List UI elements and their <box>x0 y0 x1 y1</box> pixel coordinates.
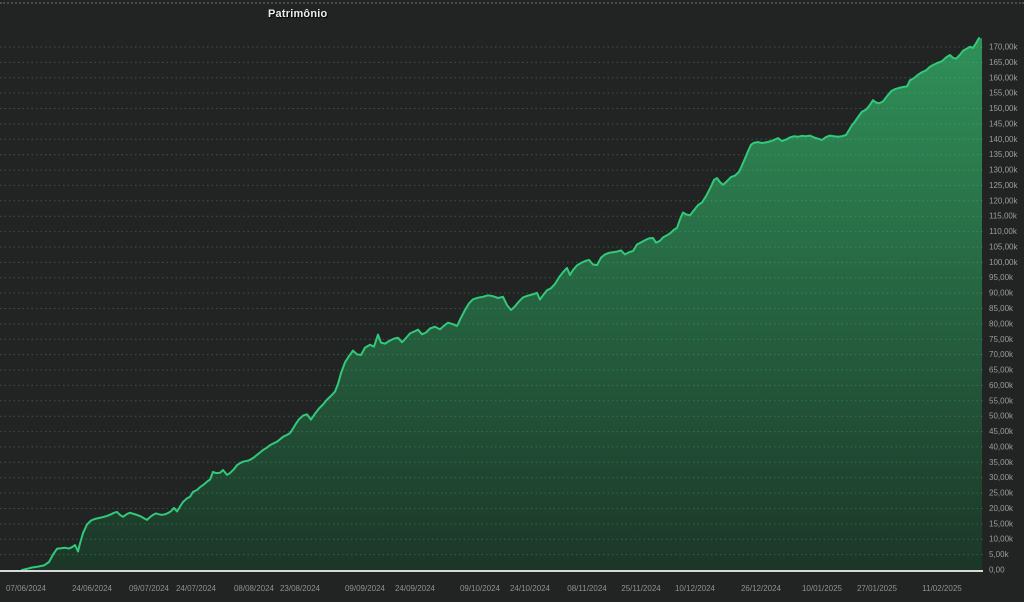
y-axis-label: 75,00k <box>989 335 1014 344</box>
y-axis-label: 150,00k <box>989 104 1018 113</box>
y-axis-label: 40,00k <box>989 442 1014 451</box>
y-axis-label: 80,00k <box>989 319 1014 328</box>
y-axis-label: 25,00k <box>989 489 1014 498</box>
y-axis-label: 165,00k <box>989 58 1018 67</box>
x-axis-label: 09/10/2024 <box>460 584 501 593</box>
y-axis-label: 30,00k <box>989 473 1014 482</box>
y-axis-label: 0,00 <box>989 566 1005 575</box>
x-axis-label: 24/09/2024 <box>395 584 436 593</box>
y-axis-label: 135,00k <box>989 150 1018 159</box>
y-axis-label: 130,00k <box>989 166 1018 175</box>
x-axis-label: 08/11/2024 <box>567 584 607 593</box>
y-axis-label: 170,00k <box>989 43 1018 52</box>
x-axis-label: 07/06/2024 <box>6 584 47 593</box>
y-axis-label: 60,00k <box>989 381 1014 390</box>
y-axis-label: 45,00k <box>989 427 1014 436</box>
x-axis-label: 24/07/2024 <box>176 584 217 593</box>
y-axis-label: 110,00k <box>989 227 1018 236</box>
x-axis-label: 23/08/2024 <box>280 584 321 593</box>
equity-line <box>21 37 980 571</box>
y-axis-label: 115,00k <box>989 212 1018 221</box>
y-axis-label: 10,00k <box>989 535 1014 544</box>
x-axis-label: 24/06/2024 <box>72 584 113 593</box>
top-dotted-divider <box>0 2 1024 4</box>
x-axis-label: 10/01/2025 <box>802 584 843 593</box>
y-axis-label: 5,00k <box>989 550 1010 559</box>
y-axis-label: 15,00k <box>989 519 1014 528</box>
equity-area-fill <box>22 38 982 571</box>
y-axis-label: 55,00k <box>989 396 1014 405</box>
y-axis-label: 120,00k <box>989 196 1018 205</box>
y-axis-label: 145,00k <box>989 119 1018 128</box>
y-axis-label: 70,00k <box>989 350 1014 359</box>
x-axis-label: 25/11/2024 <box>621 584 661 593</box>
x-axis-labels: 07/06/2024 24/06/2024 09/07/2024 24/07/2024… <box>6 584 962 593</box>
x-axis-label: 27/01/2025 <box>857 584 898 593</box>
y-axis-label: 85,00k <box>989 304 1014 313</box>
y-axis-label: 65,00k <box>989 366 1014 375</box>
y-axis-label: 125,00k <box>989 181 1018 190</box>
x-axis-label: 11/02/2025 <box>922 584 962 593</box>
x-axis-label: 08/08/2024 <box>234 584 275 593</box>
x-axis-label: 09/09/2024 <box>345 584 386 593</box>
y-axis-label: 160,00k <box>989 73 1018 82</box>
x-axis-label: 24/10/2024 <box>510 584 551 593</box>
y-axis-label: 90,00k <box>989 289 1014 298</box>
y-axis-labels: 0,00 5,00k 10,00k 15,00k 20,00k 25,00k 30,00k 3… <box>989 43 1018 575</box>
y-axis-label: 155,00k <box>989 89 1018 98</box>
chart-title: Patrimônio <box>268 8 328 20</box>
y-axis-label: 95,00k <box>989 273 1014 282</box>
x-axis-label: 26/12/2024 <box>741 584 782 593</box>
y-axis-label: 140,00k <box>989 135 1018 144</box>
gridlines <box>0 46 983 556</box>
y-axis-label: 20,00k <box>989 504 1014 513</box>
y-axis-label: 105,00k <box>989 243 1018 252</box>
x-axis-label: 09/07/2024 <box>129 584 170 593</box>
y-axis-label: 35,00k <box>989 458 1014 467</box>
y-axis-label: 50,00k <box>989 412 1014 421</box>
y-axis-label: 100,00k <box>989 258 1018 267</box>
x-axis-label: 10/12/2024 <box>675 584 716 593</box>
